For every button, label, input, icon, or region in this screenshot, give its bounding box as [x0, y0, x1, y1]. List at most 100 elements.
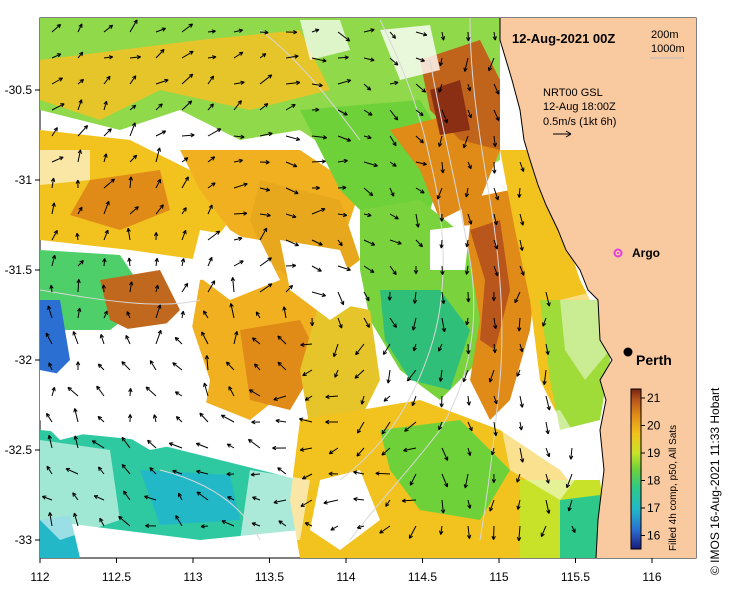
current-arrow — [72, 492, 79, 501]
current-arrow — [129, 19, 138, 33]
current-arrow — [252, 496, 261, 501]
current-arrow — [363, 109, 373, 116]
current-arrow — [75, 232, 80, 241]
current-arrow — [389, 161, 397, 167]
current-arrow — [72, 331, 79, 345]
current-arrow — [355, 343, 365, 356]
current-arrow — [99, 334, 105, 345]
current-arrow — [51, 77, 64, 85]
current-arrow — [201, 331, 209, 345]
current-arrow — [363, 57, 375, 62]
current-arrow — [337, 265, 351, 272]
current-arrow — [440, 31, 446, 41]
current-arrow — [465, 239, 470, 248]
current-arrow — [309, 317, 315, 327]
current-arrow — [91, 440, 105, 449]
current-arrow — [514, 291, 521, 304]
current-arrow — [172, 362, 183, 371]
current-arrow — [41, 495, 53, 501]
current-arrow — [542, 317, 547, 327]
current-arrow — [204, 355, 210, 371]
current-arrow — [328, 447, 339, 455]
current-arrow — [545, 499, 551, 514]
current-arrow — [121, 361, 131, 371]
current-arrow — [75, 179, 81, 189]
current-arrow — [363, 265, 375, 273]
current-arrow — [221, 520, 235, 527]
current-arrow — [571, 525, 576, 533]
current-arrow — [127, 257, 132, 267]
current-arrow — [545, 447, 551, 458]
current-arrow — [147, 439, 157, 449]
current-arrow — [76, 307, 82, 319]
current-arrow — [155, 204, 164, 215]
current-arrow — [259, 187, 271, 192]
current-arrow — [462, 135, 469, 149]
current-arrow — [337, 239, 343, 247]
current-arrow — [493, 213, 498, 226]
lat-tick-label: -31.5 — [5, 263, 33, 277]
current-arrow — [356, 447, 365, 457]
current-arrow — [129, 75, 137, 85]
current-arrow — [466, 525, 472, 539]
current-arrow — [439, 525, 444, 535]
current-arrow — [436, 187, 443, 200]
current-arrow — [73, 408, 79, 423]
current-arrow — [381, 447, 391, 456]
current-arrow — [233, 134, 245, 139]
current-arrow — [220, 414, 235, 423]
current-arrow — [356, 524, 365, 530]
current-arrow — [438, 135, 443, 148]
current-arrow — [181, 176, 189, 189]
current-arrow — [441, 109, 448, 124]
current-arrow — [545, 473, 550, 484]
current-arrow — [517, 317, 522, 332]
current-arrow — [145, 523, 157, 528]
current-arrow — [467, 161, 472, 170]
current-arrow — [155, 103, 163, 111]
current-arrow — [517, 187, 522, 198]
current-arrow — [337, 55, 349, 60]
current-arrow — [519, 239, 524, 252]
lon-tick-label: 112.5 — [102, 570, 131, 584]
current-arrow — [229, 303, 235, 319]
current-arrow — [491, 525, 496, 540]
current-arrow — [386, 369, 391, 384]
current-arrow — [545, 395, 551, 411]
current-arrow — [247, 438, 261, 449]
current-arrow — [233, 260, 244, 267]
current-arrow — [311, 239, 323, 246]
current-arrow — [233, 28, 244, 33]
current-arrow — [227, 496, 235, 501]
current-arrow — [415, 109, 424, 117]
current-arrow — [181, 100, 193, 111]
current-arrow — [128, 281, 134, 293]
current-arrow — [438, 421, 443, 431]
current-scale-label: 0.5m/s (1kt 6h) — [543, 116, 616, 128]
current-arrow — [282, 306, 287, 319]
current-arrow — [311, 159, 326, 164]
current-arrow — [101, 284, 106, 293]
current-arrow — [97, 363, 105, 371]
current-arrow — [126, 227, 131, 241]
current-arrow — [311, 185, 320, 191]
current-arrow — [259, 74, 273, 85]
current-arrow — [226, 443, 235, 449]
current-arrow — [129, 122, 136, 137]
current-arrow — [181, 50, 194, 59]
current-arrow — [207, 128, 222, 137]
current-arrow — [199, 412, 209, 423]
current-arrow — [155, 48, 165, 59]
current-arrow — [415, 135, 424, 144]
current-arrow — [363, 135, 372, 140]
current-arrow — [259, 103, 269, 111]
current-arrow — [200, 524, 209, 529]
current-arrow — [103, 24, 114, 33]
current-arrow — [518, 421, 524, 431]
perth-marker — [623, 347, 633, 357]
current-arrow — [311, 291, 327, 297]
current-arrow — [73, 512, 79, 527]
current-arrow — [196, 491, 209, 501]
current-arrow — [195, 442, 209, 449]
current-arrow — [565, 473, 573, 489]
